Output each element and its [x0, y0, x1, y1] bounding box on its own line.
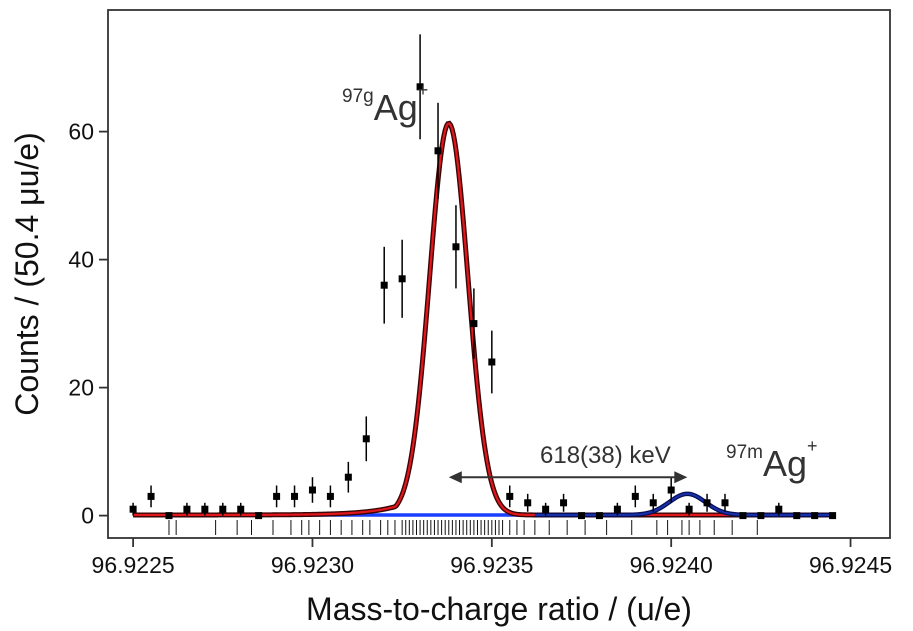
- data-point: [362, 435, 370, 443]
- data-point: [398, 275, 406, 283]
- data-point: [201, 505, 209, 513]
- ground-state-fit-curve: [133, 122, 833, 517]
- data-point: [667, 486, 675, 494]
- annotations: 97gAg+ 97mAg+ 618(38) keV: [342, 80, 818, 484]
- data-point: [129, 505, 137, 513]
- data-point: [237, 505, 245, 513]
- data-point: [649, 499, 657, 507]
- x-tick-labels: 96.9225 96.9230 96.9235 96.9240 96.9245: [92, 552, 893, 578]
- x-axis-title: Mass-to-charge ratio / (u/e): [306, 591, 692, 627]
- data-point: [631, 492, 639, 500]
- data-point: [165, 512, 173, 520]
- rug-marks: [168, 520, 758, 535]
- data-point: [524, 499, 532, 507]
- y-tick-label: 0: [81, 503, 94, 529]
- data-point: [793, 512, 801, 520]
- ground-state-element: Ag: [374, 87, 418, 128]
- data-point: [721, 499, 729, 507]
- data-point: [434, 147, 442, 155]
- separation-arrow-left-head: [448, 471, 462, 484]
- data-point: [757, 512, 765, 520]
- x-tick-label: 96.9225: [92, 552, 175, 578]
- ground-state-mass-sup: 97g: [342, 86, 374, 107]
- data-point: [811, 512, 819, 520]
- data-point: [326, 492, 334, 500]
- data-point: [219, 505, 227, 513]
- data-point: [595, 512, 603, 520]
- data-point: [613, 505, 621, 513]
- data-point: [506, 492, 514, 500]
- data-point: [703, 499, 711, 507]
- x-tick-label: 96.9240: [630, 552, 713, 578]
- ground-state-label: 97gAg+: [342, 80, 428, 128]
- x-tick-label: 96.9235: [450, 552, 533, 578]
- y-tick-label: 40: [68, 247, 94, 273]
- data-point: [344, 473, 352, 481]
- isomer-state-label: 97mAg+: [726, 436, 818, 484]
- y-tick-label: 20: [68, 375, 94, 401]
- data-point: [488, 358, 496, 366]
- data-point: [452, 243, 460, 251]
- y-tick-labels: 0 20 40 60: [68, 119, 94, 529]
- data-point: [147, 492, 155, 500]
- data-point: [578, 512, 586, 520]
- ground-state-charge-sup: +: [418, 80, 429, 100]
- isomer-state-mass-sup: 97m: [726, 442, 763, 463]
- data-point: [380, 281, 388, 289]
- data-point: [255, 512, 263, 520]
- data-point: [775, 505, 783, 513]
- data-point: [542, 505, 550, 513]
- x-tick-label: 96.9230: [271, 552, 354, 578]
- isomer-state-fit-curve: [534, 492, 833, 516]
- data-point: [560, 499, 568, 507]
- y-axis-title: Counts / (50.4 μu/e): [9, 132, 45, 415]
- x-tick-label: 96.9245: [809, 552, 892, 578]
- separation-arrow: [448, 471, 688, 484]
- isomer-state-element: Ag: [763, 443, 807, 484]
- isomer-state-charge-sup: +: [807, 436, 818, 456]
- data-point: [470, 320, 478, 328]
- data-point: [183, 505, 191, 513]
- fit-curves: [133, 120, 833, 518]
- data-point: [291, 492, 299, 500]
- data-point: [308, 486, 316, 494]
- plot-frame: [107, 9, 891, 539]
- separation-arrow-right-head: [674, 471, 688, 484]
- separation-energy-label: 618(38) keV: [540, 442, 671, 469]
- tick-marks: [99, 130, 852, 547]
- isomer-state-fit-outline: [534, 491, 833, 518]
- y-tick-label: 60: [68, 119, 94, 145]
- data-points: [129, 34, 837, 520]
- data-point: [273, 492, 281, 500]
- data-point: [416, 83, 424, 91]
- data-point: [685, 505, 693, 513]
- data-point: [739, 512, 747, 520]
- data-point: [829, 512, 837, 520]
